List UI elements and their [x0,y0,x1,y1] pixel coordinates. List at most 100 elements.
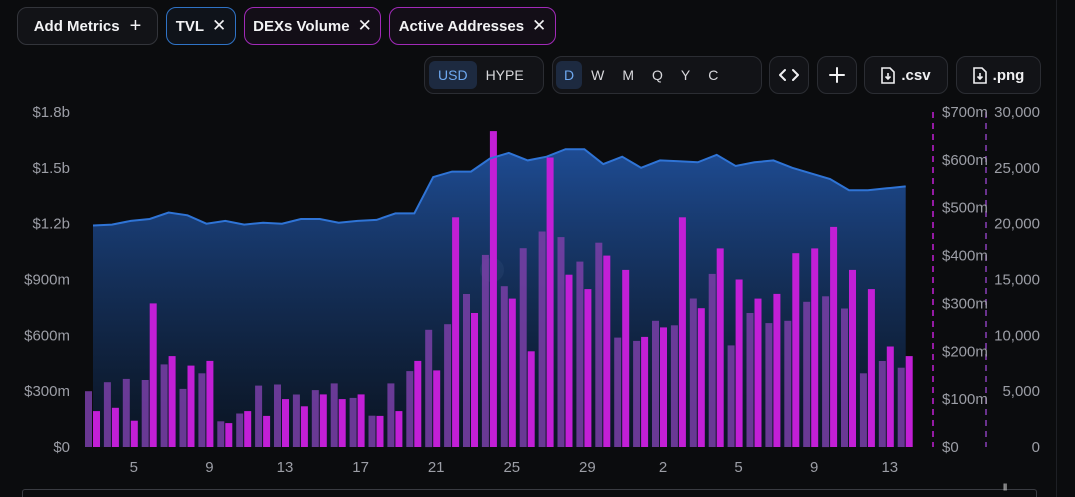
interval-m[interactable]: M [622,67,635,83]
close-icon[interactable]: ✕ [357,16,372,35]
active-addresses-bar[interactable] [444,324,452,447]
dex-volume-bar[interactable] [225,423,233,447]
dex-volume-bar[interactable] [187,365,195,447]
active-addresses-bar[interactable] [765,323,773,447]
dex-volume-bar[interactable] [130,420,138,447]
active-addresses-bar[interactable] [614,337,622,447]
metric-chip-active-addresses[interactable]: Active Addresses ✕ [389,7,556,45]
active-addresses-bar[interactable] [122,378,130,447]
active-addresses-bar[interactable] [557,237,565,447]
active-addresses-bar[interactable] [652,320,659,447]
interval-d[interactable]: D [556,61,583,89]
active-addresses-bar[interactable] [349,397,357,447]
dex-volume-bar[interactable] [584,289,592,447]
currency-hype[interactable]: HYPE [485,67,524,83]
active-addresses-bar[interactable] [822,296,830,448]
active-addresses-bar[interactable] [595,242,603,447]
dex-volume-bar[interactable] [489,131,497,447]
dex-volume-bar[interactable] [206,360,214,447]
dex-volume-bar[interactable] [527,351,535,447]
active-addresses-bar[interactable] [85,391,92,447]
dex-volume-bar[interactable] [93,411,100,447]
active-addresses-bar[interactable] [538,231,546,448]
active-addresses-bar[interactable] [236,413,244,448]
add-chart-button[interactable] [817,56,857,94]
range-slider[interactable] [22,489,1037,497]
dex-volume-bar[interactable] [641,336,649,447]
dex-volume-bar[interactable] [678,217,686,447]
dex-volume-bar[interactable] [773,293,781,447]
active-addresses-bar[interactable] [179,388,187,447]
active-addresses-bar[interactable] [368,415,376,447]
metric-chip-dex-volume[interactable]: DEXs Volume ✕ [244,7,381,45]
active-addresses-bar[interactable] [803,301,811,447]
interval-y[interactable]: Y [680,67,691,83]
dex-volume-bar[interactable] [338,399,346,447]
close-icon[interactable]: ✕ [212,16,227,35]
dex-volume-bar[interactable] [905,356,913,447]
dex-volume-bar[interactable] [471,313,478,447]
dex-volume-bar[interactable] [886,346,894,448]
active-addresses-bar[interactable] [727,345,735,447]
dex-volume-bar[interactable] [754,298,762,447]
active-addresses-bar[interactable] [481,254,489,447]
active-addresses-bar[interactable] [311,390,319,447]
dex-volume-bar[interactable] [282,399,289,447]
active-addresses-bar[interactable] [841,308,848,448]
dex-volume-bar[interactable] [319,394,327,447]
dex-volume-bar[interactable] [546,157,554,448]
add-metrics-button[interactable]: Add Metrics + [17,7,158,45]
dex-volume-bar[interactable] [244,411,252,447]
active-addresses-bar[interactable] [708,273,716,447]
chart-area[interactable]: $0 $300m $600m $900m $1.2b $1.5b $1.8b $0 $100m… [0,96,1075,486]
dex-volume-bar[interactable] [603,255,611,447]
dex-volume-bar[interactable] [716,248,724,447]
active-addresses-bar[interactable] [141,380,149,447]
currency-usd[interactable]: USD [429,61,477,89]
dex-volume-bar[interactable] [867,289,875,447]
active-addresses-bar[interactable] [746,313,754,447]
active-addresses-bar[interactable] [330,383,338,447]
active-addresses-bar[interactable] [463,294,470,447]
active-addresses-bar[interactable] [274,384,281,448]
active-addresses-bar[interactable] [784,320,792,447]
dex-volume-bar[interactable] [452,217,460,447]
active-addresses-bar[interactable] [500,286,508,447]
dex-volume-bar[interactable] [697,308,705,447]
dex-volume-bar[interactable] [149,303,157,447]
dex-volume-bar[interactable] [433,370,441,447]
dex-volume-bar[interactable] [300,406,308,447]
active-addresses-bar[interactable] [859,373,867,447]
active-addresses-bar[interactable] [406,371,414,447]
dex-volume-bar[interactable] [395,411,403,447]
active-addresses-bar[interactable] [292,394,300,448]
active-addresses-bar[interactable] [255,385,263,447]
dex-volume-bar[interactable] [508,298,516,447]
slider-handle[interactable]: |||| [1003,484,1007,491]
active-addresses-bar[interactable] [519,248,527,447]
active-addresses-bar[interactable] [633,340,641,447]
embed-button[interactable] [769,56,809,94]
active-addresses-bar[interactable] [198,373,206,447]
metric-chip-tvl[interactable]: TVL ✕ [166,7,236,45]
dex-volume-bar[interactable] [263,415,271,447]
active-addresses-bar[interactable] [689,298,697,448]
dex-volume-bar[interactable] [830,226,838,447]
dex-volume-bar[interactable] [811,248,819,447]
active-addresses-bar[interactable] [425,329,433,448]
active-addresses-bar[interactable] [160,364,168,447]
dex-volume-bar[interactable] [357,394,365,447]
interval-w[interactable]: W [591,67,605,83]
dex-volume-bar[interactable] [622,269,630,447]
dex-volume-bar[interactable] [849,269,856,447]
dex-volume-bar[interactable] [565,274,573,447]
active-addresses-bar[interactable] [576,261,584,447]
dex-volume-bar[interactable] [168,356,176,447]
dex-volume-bar[interactable] [111,407,119,447]
interval-q[interactable]: Q [652,67,663,83]
active-addresses-bar[interactable] [897,367,905,447]
active-addresses-bar[interactable] [387,383,395,447]
download-csv-button[interactable]: .csv [864,56,948,94]
dex-volume-bar[interactable] [735,279,743,448]
dex-volume-bar[interactable] [376,415,384,447]
